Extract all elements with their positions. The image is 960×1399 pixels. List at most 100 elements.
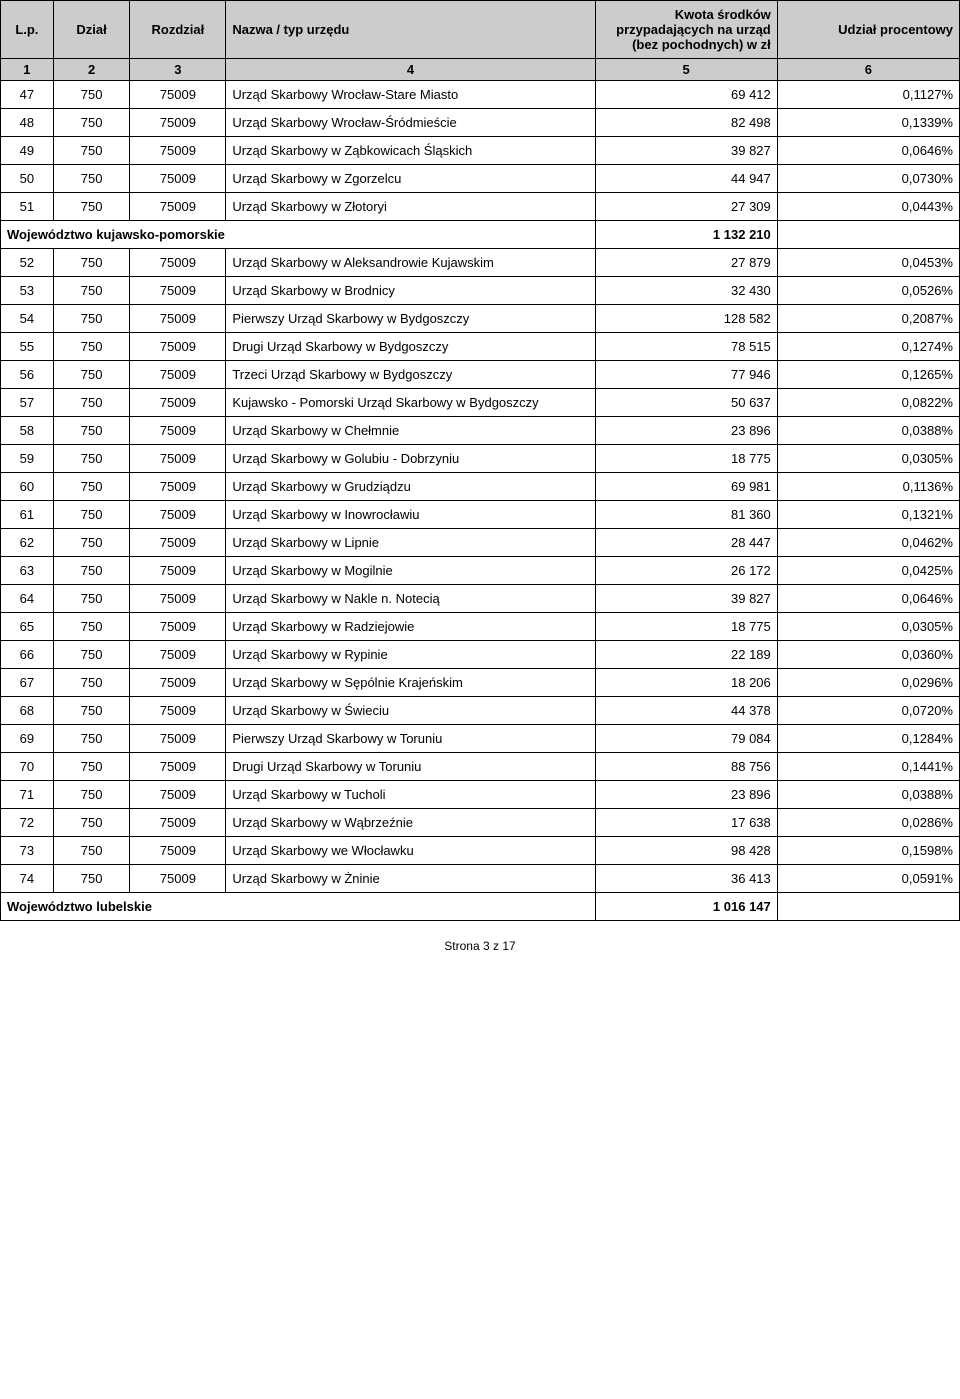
header-row: L.p. Dział Rozdział Nazwa / typ urzędu K… bbox=[1, 1, 960, 59]
cell-dzial: 750 bbox=[53, 669, 130, 697]
header-udzial: Udział procentowy bbox=[777, 1, 959, 59]
table-row: 5875075009Urząd Skarbowy w Chełmnie23 89… bbox=[1, 417, 960, 445]
header-kwota: Kwota środków przypadających na urząd (b… bbox=[595, 1, 777, 59]
cell-lp: 50 bbox=[1, 165, 54, 193]
cell-rozdzial: 75009 bbox=[130, 697, 226, 725]
cell-nazwa: Pierwszy Urząd Skarbowy w Bydgoszczy bbox=[226, 305, 595, 333]
cell-lp: 53 bbox=[1, 277, 54, 305]
cell-udzial: 0,0720% bbox=[777, 697, 959, 725]
cell-nazwa: Urząd Skarbowy w Żninie bbox=[226, 865, 595, 893]
table-row: 7175075009Urząd Skarbowy w Tucholi23 896… bbox=[1, 781, 960, 809]
cell-nazwa: Urząd Skarbowy w Aleksandrowie Kujawskim bbox=[226, 249, 595, 277]
cell-kwota: 22 189 bbox=[595, 641, 777, 669]
cell-rozdzial: 75009 bbox=[130, 165, 226, 193]
table-row: 7375075009Urząd Skarbowy we Włocławku98 … bbox=[1, 837, 960, 865]
cell-nazwa: Drugi Urząd Skarbowy w Toruniu bbox=[226, 753, 595, 781]
table-row: 5375075009Urząd Skarbowy w Brodnicy32 43… bbox=[1, 277, 960, 305]
cell-udzial: 0,1284% bbox=[777, 725, 959, 753]
cell-rozdzial: 75009 bbox=[130, 389, 226, 417]
cell-kwota: 69 981 bbox=[595, 473, 777, 501]
cell-kwota: 98 428 bbox=[595, 837, 777, 865]
cell-nazwa: Kujawsko - Pomorski Urząd Skarbowy w Byd… bbox=[226, 389, 595, 417]
table-row: 6375075009Urząd Skarbowy w Mogilnie26 17… bbox=[1, 557, 960, 585]
cell-dzial: 750 bbox=[53, 641, 130, 669]
cell-kwota: 78 515 bbox=[595, 333, 777, 361]
cell-lp: 54 bbox=[1, 305, 54, 333]
cell-dzial: 750 bbox=[53, 837, 130, 865]
cell-rozdzial: 75009 bbox=[130, 501, 226, 529]
colnum-1: 1 bbox=[1, 59, 54, 81]
cell-nazwa: Urząd Skarbowy Wrocław-Stare Miasto bbox=[226, 81, 595, 109]
table-row: 5275075009Urząd Skarbowy w Aleksandrowie… bbox=[1, 249, 960, 277]
cell-rozdzial: 75009 bbox=[130, 585, 226, 613]
cell-kwota: 18 775 bbox=[595, 445, 777, 473]
cell-udzial: 0,0388% bbox=[777, 781, 959, 809]
table-row: 7275075009Urząd Skarbowy w Wąbrzeźnie17 … bbox=[1, 809, 960, 837]
cell-udzial: 0,0443% bbox=[777, 193, 959, 221]
cell-udzial: 0,1265% bbox=[777, 361, 959, 389]
cell-udzial: 0,2087% bbox=[777, 305, 959, 333]
cell-lp: 48 bbox=[1, 109, 54, 137]
cell-rozdzial: 75009 bbox=[130, 529, 226, 557]
cell-lp: 71 bbox=[1, 781, 54, 809]
cell-rozdzial: 75009 bbox=[130, 557, 226, 585]
cell-udzial: 0,1136% bbox=[777, 473, 959, 501]
cell-kwota: 79 084 bbox=[595, 725, 777, 753]
cell-udzial: 0,1441% bbox=[777, 753, 959, 781]
cell-lp: 63 bbox=[1, 557, 54, 585]
cell-dzial: 750 bbox=[53, 333, 130, 361]
cell-lp: 52 bbox=[1, 249, 54, 277]
cell-udzial: 0,1339% bbox=[777, 109, 959, 137]
cell-dzial: 750 bbox=[53, 109, 130, 137]
cell-lp: 60 bbox=[1, 473, 54, 501]
cell-lp: 66 bbox=[1, 641, 54, 669]
cell-udzial: 0,0388% bbox=[777, 417, 959, 445]
cell-udzial: 0,0591% bbox=[777, 865, 959, 893]
cell-kwota: 69 412 bbox=[595, 81, 777, 109]
cell-rozdzial: 75009 bbox=[130, 361, 226, 389]
wojewodztwo-name: Województwo lubelskie bbox=[1, 893, 596, 921]
cell-kwota: 77 946 bbox=[595, 361, 777, 389]
cell-lp: 68 bbox=[1, 697, 54, 725]
cell-nazwa: Urząd Skarbowy w Golubiu - Dobrzyniu bbox=[226, 445, 595, 473]
cell-kwota: 32 430 bbox=[595, 277, 777, 305]
cell-udzial: 0,1274% bbox=[777, 333, 959, 361]
table-row: 6175075009Urząd Skarbowy w Inowrocławiu8… bbox=[1, 501, 960, 529]
cell-rozdzial: 75009 bbox=[130, 725, 226, 753]
cell-nazwa: Urząd Skarbowy w Ząbkowicach Śląskich bbox=[226, 137, 595, 165]
cell-udzial: 0,0526% bbox=[777, 277, 959, 305]
cell-rozdzial: 75009 bbox=[130, 837, 226, 865]
cell-nazwa: Urząd Skarbowy w Chełmnie bbox=[226, 417, 595, 445]
cell-lp: 70 bbox=[1, 753, 54, 781]
table-row: 5475075009Pierwszy Urząd Skarbowy w Bydg… bbox=[1, 305, 960, 333]
colnum-3: 3 bbox=[130, 59, 226, 81]
table-row: Województwo lubelskie1 016 147 bbox=[1, 893, 960, 921]
cell-nazwa: Urząd Skarbowy w Wąbrzeźnie bbox=[226, 809, 595, 837]
cell-dzial: 750 bbox=[53, 529, 130, 557]
cell-nazwa: Urząd Skarbowy w Złotoryi bbox=[226, 193, 595, 221]
cell-lp: 59 bbox=[1, 445, 54, 473]
header-nazwa: Nazwa / typ urzędu bbox=[226, 1, 595, 59]
cell-kwota: 36 413 bbox=[595, 865, 777, 893]
column-number-row: 1 2 3 4 5 6 bbox=[1, 59, 960, 81]
cell-kwota: 18 775 bbox=[595, 613, 777, 641]
cell-lp: 57 bbox=[1, 389, 54, 417]
cell-nazwa: Urząd Skarbowy w Rypinie bbox=[226, 641, 595, 669]
cell-rozdzial: 75009 bbox=[130, 417, 226, 445]
table-row: 6075075009Urząd Skarbowy w Grudziądzu69 … bbox=[1, 473, 960, 501]
cell-lp: 47 bbox=[1, 81, 54, 109]
cell-rozdzial: 75009 bbox=[130, 137, 226, 165]
wojewodztwo-kwota: 1 016 147 bbox=[595, 893, 777, 921]
cell-nazwa: Urząd Skarbowy w Zgorzelcu bbox=[226, 165, 595, 193]
cell-udzial: 0,0646% bbox=[777, 585, 959, 613]
table-row: 6575075009Urząd Skarbowy w Radziejowie18… bbox=[1, 613, 960, 641]
table-row: 5575075009Drugi Urząd Skarbowy w Bydgosz… bbox=[1, 333, 960, 361]
page-footer: Strona 3 z 17 bbox=[0, 921, 960, 963]
cell-lp: 67 bbox=[1, 669, 54, 697]
cell-lp: 73 bbox=[1, 837, 54, 865]
cell-lp: 61 bbox=[1, 501, 54, 529]
table-row: 7475075009Urząd Skarbowy w Żninie36 4130… bbox=[1, 865, 960, 893]
table-body: 4775075009Urząd Skarbowy Wrocław-Stare M… bbox=[1, 81, 960, 921]
cell-kwota: 39 827 bbox=[595, 137, 777, 165]
header-dzial: Dział bbox=[53, 1, 130, 59]
